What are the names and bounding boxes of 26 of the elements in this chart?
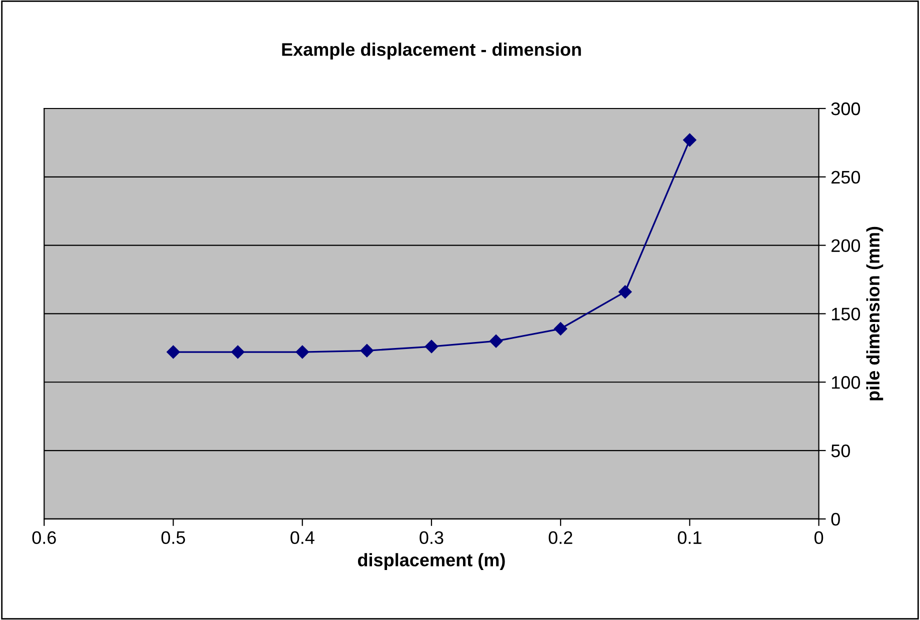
y-axis-title: pile dimension (mm)	[866, 226, 884, 400]
y-tick-label: 300	[831, 102, 860, 116]
x-tick-label: 0.4	[290, 531, 314, 544]
point	[166, 345, 180, 359]
x-tick-label: 0	[814, 531, 824, 544]
point	[618, 285, 632, 298]
x-tick-label: 0.5	[161, 531, 186, 544]
point	[296, 345, 309, 359]
point	[554, 322, 568, 336]
point	[231, 345, 244, 359]
x-tick-label: 0.3	[420, 531, 444, 544]
y-tick-label: 100	[832, 376, 860, 389]
x-axis-title: displacement (m)	[358, 553, 505, 570]
x-tick-label: 0.2	[548, 531, 572, 544]
point	[489, 334, 503, 348]
point	[424, 340, 438, 354]
point	[683, 133, 696, 147]
x-tick-label: 0.1	[678, 531, 702, 544]
y-tick-label: 200	[832, 239, 860, 252]
chart-title: Example displacement - dimension	[282, 42, 581, 60]
y-tick-label: 50	[831, 444, 850, 458]
y-tick-label: 150	[832, 308, 860, 320]
y-tick-label: 250	[832, 170, 860, 184]
point	[360, 344, 374, 358]
x-tick-label: 0.6	[32, 531, 56, 544]
y-tick-label: 0	[831, 512, 840, 526]
